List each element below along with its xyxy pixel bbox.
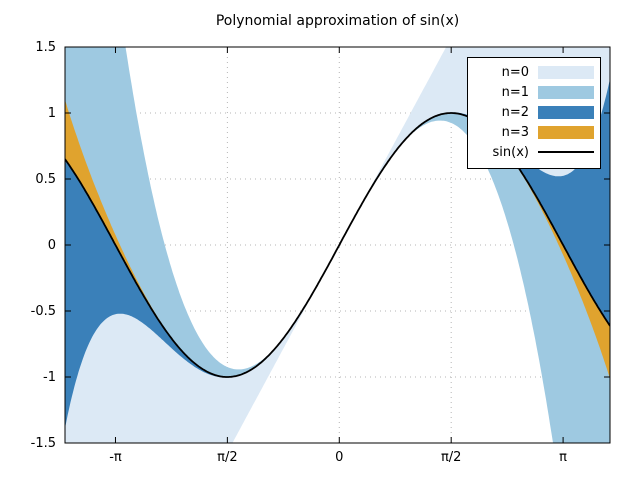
legend-swatch-n2 — [538, 105, 594, 119]
legend: n=0 n=1 n=2 n=3 sin(x) — [467, 57, 601, 169]
chart-title: Polynomial approximation of sin(x) — [215, 13, 460, 29]
y-tick-label: -0.5 — [31, 304, 56, 319]
tick-marks — [65, 46, 610, 444]
legend-entry-n1: n=1 — [472, 82, 594, 102]
legend-label-sin: sin(x) — [492, 144, 529, 160]
y-tick-label: 0.5 — [35, 172, 56, 187]
legend-entry-n0: n=0 — [472, 62, 594, 82]
y-tick-label: -1 — [43, 370, 56, 385]
legend-label-n2: n=2 — [501, 104, 529, 120]
x-tick-label: 0 — [335, 450, 343, 465]
legend-label-n0: n=0 — [501, 64, 529, 80]
y-tick-label: -1.5 — [31, 436, 56, 451]
y-tick-label: 1 — [48, 106, 56, 121]
legend-swatch-n1 — [538, 85, 594, 99]
x-tick-label: π — [559, 450, 567, 465]
legend-entry-n2: n=2 — [472, 102, 594, 122]
x-tick-label: π/2 — [441, 450, 461, 465]
legend-swatch-n0 — [538, 65, 594, 79]
legend-swatch-n3 — [538, 125, 594, 139]
legend-entry-n3: n=3 — [472, 122, 594, 142]
legend-label-n3: n=3 — [501, 124, 529, 140]
y-tick-label: 0 — [48, 238, 56, 253]
legend-label-n1: n=1 — [501, 84, 529, 100]
x-tick-label: π/2 — [217, 450, 237, 465]
legend-entry-sin: sin(x) — [472, 142, 594, 162]
band-n=1 — [65, 47, 610, 443]
legend-line-sample — [538, 151, 594, 153]
x-tick-label: -π — [109, 450, 122, 465]
y-tick-label: 1.5 — [35, 40, 56, 55]
